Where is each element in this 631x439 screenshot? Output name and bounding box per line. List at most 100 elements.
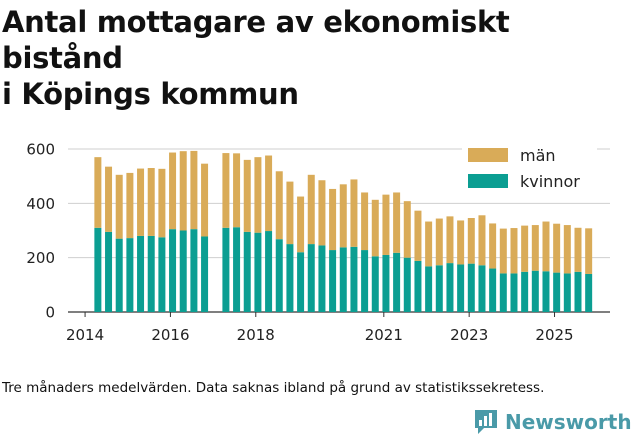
bar-kvinnor (254, 232, 262, 312)
bar-man (350, 179, 358, 247)
bar-kvinnor (489, 268, 497, 312)
bar-kvinnor (233, 227, 241, 312)
bar-kvinnor (318, 245, 326, 312)
bar-kvinnor (393, 252, 401, 312)
bar-man (542, 221, 550, 272)
y-axis-ticks: 0 200 400 600 (26, 141, 55, 322)
y-tick-label: 0 (45, 304, 55, 322)
bar-man (265, 155, 273, 232)
bar-kvinnor (467, 263, 475, 312)
bar-man (286, 181, 294, 245)
bar-kvinnor (446, 263, 454, 312)
bar-kvinnor (297, 252, 305, 312)
brand-logo[interactable]: Newsworthy (473, 407, 631, 437)
bar-man (457, 220, 465, 265)
bar-man (254, 157, 262, 233)
bar-man (339, 184, 347, 248)
bar-kvinnor (457, 264, 465, 312)
bar-man (115, 174, 123, 239)
legend-label: kvinnor (520, 172, 580, 191)
bar-man (425, 221, 433, 267)
bar-kvinnor (115, 238, 123, 312)
chart-caption: Tre månaders medelvärden. Data saknas ib… (2, 380, 545, 396)
x-axis-ticks: 2014 2016 2018 2021 2023 2025 (66, 312, 574, 344)
bar-man (382, 194, 390, 255)
bar-man (563, 225, 571, 274)
bar-man (275, 171, 283, 240)
bar-man (585, 228, 593, 274)
bar-man (137, 168, 145, 236)
bar-kvinnor (126, 238, 134, 312)
bar-man (329, 188, 337, 251)
bar-man (94, 157, 102, 228)
bar-man (393, 192, 401, 253)
bar-kvinnor (147, 235, 155, 312)
bar-man (403, 201, 411, 258)
bar-man (574, 227, 582, 272)
bar-kvinnor (265, 231, 273, 312)
bar-man (414, 210, 422, 261)
bar-kvinnor (542, 271, 550, 312)
bar-man (435, 218, 443, 266)
x-tick-label: 2021 (365, 326, 403, 344)
bar-man (169, 152, 177, 230)
brand-name: Newsworthy (505, 410, 631, 434)
bar-man (467, 218, 475, 264)
bar-man (233, 153, 241, 228)
bar-kvinnor (414, 260, 422, 312)
bar-man (521, 225, 529, 272)
bar-kvinnor (329, 250, 337, 312)
bar-man (158, 168, 166, 238)
bar-kvinnor (403, 257, 411, 312)
legend: män kvinnor (462, 143, 597, 195)
chart-title-line-2: i Köpings kommun (2, 77, 299, 111)
bar-man (510, 228, 518, 274)
bar-man (147, 168, 155, 236)
bar-kvinnor (275, 239, 283, 312)
bar-man (361, 192, 369, 251)
bar-kvinnor (190, 229, 198, 312)
bar-kvinnor (574, 271, 582, 312)
bar-kvinnor (510, 273, 518, 312)
x-tick-label: 2023 (450, 326, 488, 344)
bars (94, 150, 593, 312)
bar-man (105, 166, 113, 232)
bar-man (222, 153, 230, 228)
bar-man (318, 180, 326, 246)
y-tick-label: 400 (26, 195, 55, 213)
legend-swatch (468, 148, 508, 162)
bar-kvinnor (201, 236, 209, 312)
bar-kvinnor (425, 266, 433, 312)
chart-title-line-1: Antal mottagare av ekonomiskt bistånd (2, 5, 510, 75)
legend-swatch (468, 174, 508, 188)
chart-title: Antal mottagare av ekonomiskt bistånd i … (2, 4, 630, 112)
bar-kvinnor (478, 265, 486, 312)
bar-man (243, 159, 251, 232)
bar-man (531, 225, 539, 271)
bar-kvinnor (94, 227, 102, 312)
bar-kvinnor (243, 231, 251, 312)
bar-kvinnor (553, 272, 561, 312)
x-tick-label: 2025 (535, 326, 573, 344)
bar-kvinnor (563, 273, 571, 312)
bar-kvinnor (179, 230, 187, 312)
bar-kvinnor (435, 265, 443, 312)
bar-kvinnor (499, 273, 507, 312)
bar-kvinnor (531, 270, 539, 312)
bar-man (446, 216, 454, 264)
bar-kvinnor (158, 237, 166, 312)
legend-label: män (520, 146, 556, 165)
y-tick-label: 600 (26, 141, 55, 159)
x-tick-label: 2014 (66, 326, 104, 344)
bar-kvinnor (222, 227, 230, 312)
bar-kvinnor (371, 256, 379, 312)
bar-man (179, 151, 187, 231)
bar-man (201, 163, 209, 237)
bar-kvinnor (137, 235, 145, 312)
bar-kvinnor (350, 246, 358, 312)
bar-kvinnor (105, 231, 113, 312)
bar-man (553, 223, 561, 273)
bar-kvinnor (585, 273, 593, 312)
stacked-bar-chart: 0 200 400 600 2014 2016 2018 2021 2023 2025 män k… (26, 141, 610, 344)
x-tick-label: 2018 (237, 326, 275, 344)
